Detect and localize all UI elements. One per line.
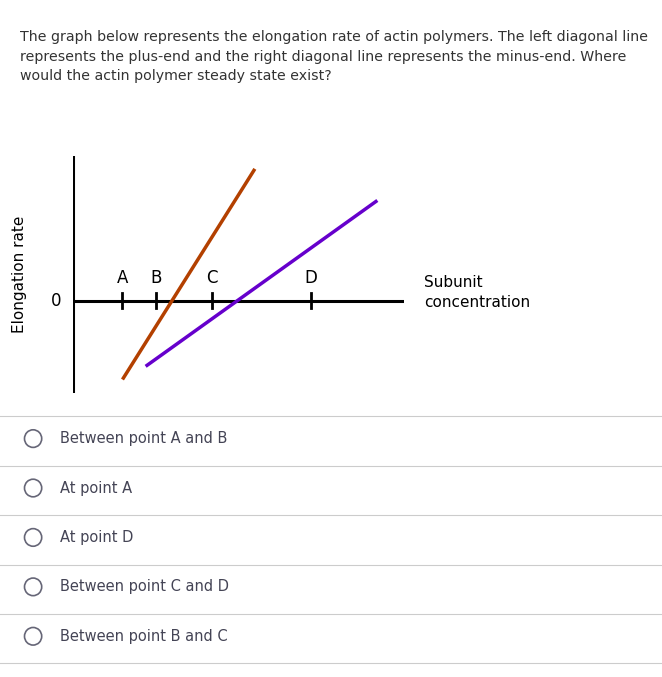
Text: The graph below represents the elongation rate of actin polymers. The left diago: The graph below represents the elongatio… [20, 30, 648, 83]
Text: 0: 0 [51, 292, 62, 309]
Text: B: B [150, 269, 162, 286]
Text: Elongation rate: Elongation rate [13, 215, 27, 333]
Text: At point A: At point A [60, 481, 132, 496]
Text: A: A [117, 269, 128, 286]
Text: At point D: At point D [60, 530, 133, 545]
Text: Between point C and D: Between point C and D [60, 580, 228, 594]
Text: Between point A and B: Between point A and B [60, 431, 227, 446]
Text: Subunit
concentration: Subunit concentration [424, 276, 530, 310]
Text: C: C [206, 269, 218, 286]
Text: D: D [305, 269, 318, 286]
Text: Between point B and C: Between point B and C [60, 629, 227, 644]
